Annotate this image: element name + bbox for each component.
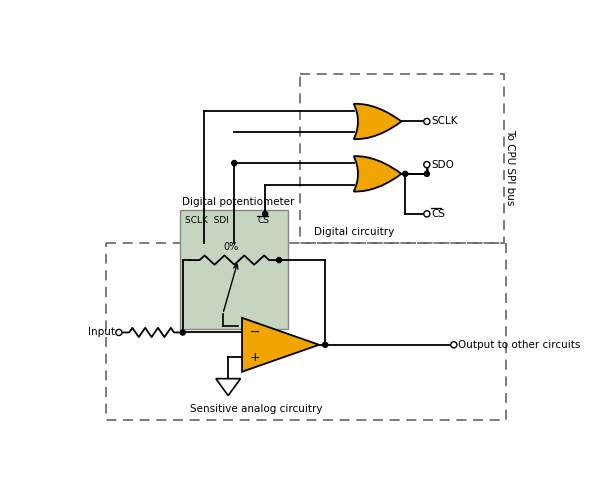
Circle shape <box>424 171 430 177</box>
Polygon shape <box>242 318 319 372</box>
Text: Sensitive analog circuitry: Sensitive analog circuitry <box>190 404 323 414</box>
Text: Digital potentiometer: Digital potentiometer <box>182 197 295 207</box>
Polygon shape <box>216 379 241 396</box>
Circle shape <box>424 211 430 217</box>
Text: Input: Input <box>88 327 115 337</box>
Circle shape <box>262 211 268 217</box>
Text: −: − <box>250 326 260 339</box>
PathPatch shape <box>354 104 401 139</box>
Text: CS: CS <box>431 209 445 219</box>
Circle shape <box>451 342 457 348</box>
Text: Output to other circuits: Output to other circuits <box>458 340 581 350</box>
Text: 0%: 0% <box>223 242 238 252</box>
Circle shape <box>403 171 408 177</box>
Text: CS: CS <box>257 216 269 226</box>
Text: SCLK  SDI: SCLK SDI <box>185 216 235 226</box>
Circle shape <box>424 118 430 125</box>
Text: +: + <box>250 351 260 364</box>
Bar <box>106 243 506 420</box>
Bar <box>181 210 288 329</box>
Text: SCLK: SCLK <box>431 116 458 126</box>
PathPatch shape <box>354 156 401 192</box>
Text: SDO: SDO <box>431 160 454 170</box>
Circle shape <box>232 160 237 166</box>
Circle shape <box>180 330 185 335</box>
Circle shape <box>116 329 122 335</box>
Bar <box>300 74 504 243</box>
Text: To CPU SPI bus: To CPU SPI bus <box>505 130 515 206</box>
Text: Digital circuitry: Digital circuitry <box>314 227 394 237</box>
Circle shape <box>323 342 328 347</box>
Circle shape <box>424 162 430 168</box>
Circle shape <box>277 257 282 263</box>
